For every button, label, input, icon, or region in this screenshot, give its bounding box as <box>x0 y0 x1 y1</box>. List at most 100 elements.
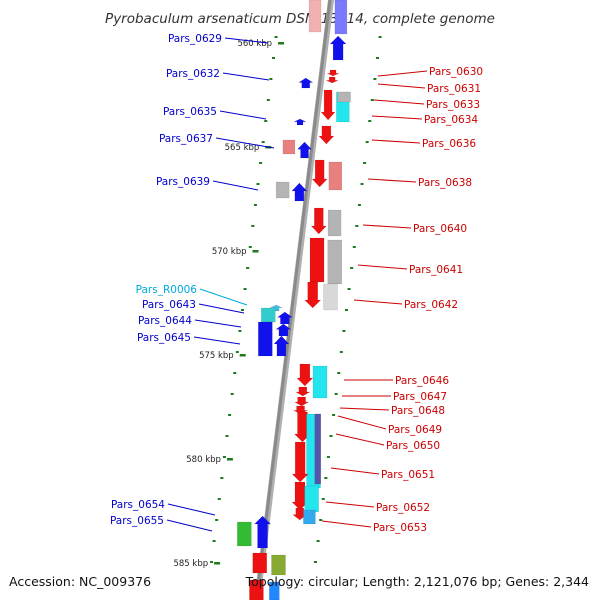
tick-left <box>266 99 270 101</box>
tick-right <box>350 267 354 269</box>
gene-label-right[interactable]: Pars_0650 <box>386 440 440 452</box>
tick-right <box>339 351 343 353</box>
gene-label-right[interactable]: Pars_0630 <box>429 66 483 78</box>
leader-line <box>166 519 213 532</box>
kbp-label: 575 kbp <box>199 351 234 361</box>
leader-line <box>212 180 259 191</box>
leader-line <box>371 139 421 144</box>
tick-right <box>313 561 317 563</box>
tick-right <box>347 288 351 290</box>
tick-left <box>246 267 250 269</box>
tick-left <box>253 204 257 206</box>
gene-box <box>304 485 319 513</box>
gene-box <box>237 521 252 547</box>
gene-label-right[interactable]: Pars_0648 <box>391 405 445 417</box>
gene-arrow-up <box>253 515 272 549</box>
gene-label-left[interactable]: Pars_0635 <box>163 106 217 118</box>
gene-label-right[interactable]: Pars_0638 <box>418 177 472 189</box>
accession-text: Accession: NC_009376 <box>9 574 151 589</box>
gene-label-right[interactable]: Pars_0651 <box>381 469 435 481</box>
gene-label-right[interactable]: Pars_0649 <box>388 424 442 436</box>
gene-label-right[interactable]: Pars_0642 <box>404 299 458 311</box>
kbp-label: 570 kbp <box>212 247 247 257</box>
gene-label-right[interactable]: Pars_0640 <box>413 223 467 235</box>
tick-right <box>363 162 367 164</box>
tick-right <box>324 477 328 479</box>
gene-arrow-up <box>329 35 347 61</box>
gene-label-right[interactable]: Pars_0636 <box>422 138 476 150</box>
backbone-line <box>254 0 332 600</box>
kbp-tick <box>214 562 221 565</box>
gene-label-right[interactable]: Pars_0647 <box>393 391 447 403</box>
leader-line <box>193 336 241 345</box>
gene-label-right[interactable]: Pars_0652 <box>376 502 430 514</box>
leader-line <box>198 303 245 314</box>
tick-left <box>243 288 247 290</box>
gene-label-left[interactable]: Pars_0645 <box>137 332 191 344</box>
leader-line <box>167 503 216 516</box>
gene-arrow-up <box>296 141 313 159</box>
gene-label-left[interactable]: Pars_0643 <box>142 299 196 311</box>
leader-line <box>377 70 428 77</box>
gene-label-right[interactable]: Pars_0641 <box>409 264 463 276</box>
gene-arrow-down <box>326 69 340 77</box>
gene-box <box>261 307 276 323</box>
gene-box <box>269 581 280 600</box>
gene-label-left[interactable]: Pars_R0006 <box>136 284 198 296</box>
gene-arrow-down <box>294 386 311 397</box>
tick-left <box>230 393 234 395</box>
gene-box <box>337 91 351 103</box>
tick-right <box>337 372 341 374</box>
gene-label-right[interactable]: Pars_0631 <box>427 83 481 95</box>
leader-line <box>194 319 242 328</box>
tick-right <box>352 246 356 248</box>
gene-box <box>323 283 338 311</box>
tick-right <box>316 540 320 542</box>
gene-arrow-down <box>292 507 308 521</box>
gene-label-left[interactable]: Pars_0632 <box>166 68 220 80</box>
tick-left <box>259 162 263 164</box>
leader-line <box>335 433 385 446</box>
tick-left <box>256 183 260 185</box>
leader-line <box>353 299 403 305</box>
tick-left <box>222 456 226 458</box>
tick-left <box>215 519 219 521</box>
gene-label-right[interactable]: Pars_0646 <box>395 375 449 387</box>
gene-label-left[interactable]: Pars_0655 <box>110 515 164 527</box>
map-title: Pyrobaculum arsenaticum DSM 13514, compl… <box>105 11 495 27</box>
gene-arrow-down <box>326 76 339 84</box>
gene-arrow-down <box>320 89 336 121</box>
tick-left <box>274 36 278 38</box>
tick-right <box>365 141 369 143</box>
gene-box <box>328 161 343 191</box>
gene-box <box>334 0 348 35</box>
gene-arrow-down <box>291 481 309 511</box>
tick-right <box>368 120 372 122</box>
gene-label-left[interactable]: Pars_0637 <box>159 133 213 145</box>
gene-label-left[interactable]: Pars_0654 <box>111 499 165 511</box>
right-labels: Pars_0630 Pars_0631 Pars_0633 Pars_0634 Pars… <box>321 66 483 534</box>
tick-left <box>217 498 221 500</box>
gene-label-right[interactable]: Pars_0633 <box>426 99 480 111</box>
gene-arrow-down <box>304 281 322 309</box>
leader-line <box>337 415 387 430</box>
gene-label-right[interactable]: Pars_0653 <box>373 522 427 534</box>
gene-label-left[interactable]: Pars_0639 <box>156 176 210 188</box>
gene-label-left[interactable]: Pars_0629 <box>168 33 222 45</box>
tick-left <box>212 540 216 542</box>
tick-left <box>261 141 265 143</box>
kbp-label: 585 kbp <box>173 559 208 569</box>
leader-line <box>321 520 372 528</box>
gene-box <box>258 321 273 357</box>
gene-label-right[interactable]: Pars_0634 <box>424 114 478 126</box>
gene-label-left[interactable]: Pars_0644 <box>138 315 192 327</box>
gene-arrow-down <box>310 207 327 235</box>
gene-box <box>327 209 342 237</box>
tick-left <box>271 57 275 59</box>
tick-right <box>360 183 364 185</box>
leader-line <box>357 264 408 270</box>
tick-right <box>375 57 379 59</box>
gene-box <box>303 509 316 525</box>
